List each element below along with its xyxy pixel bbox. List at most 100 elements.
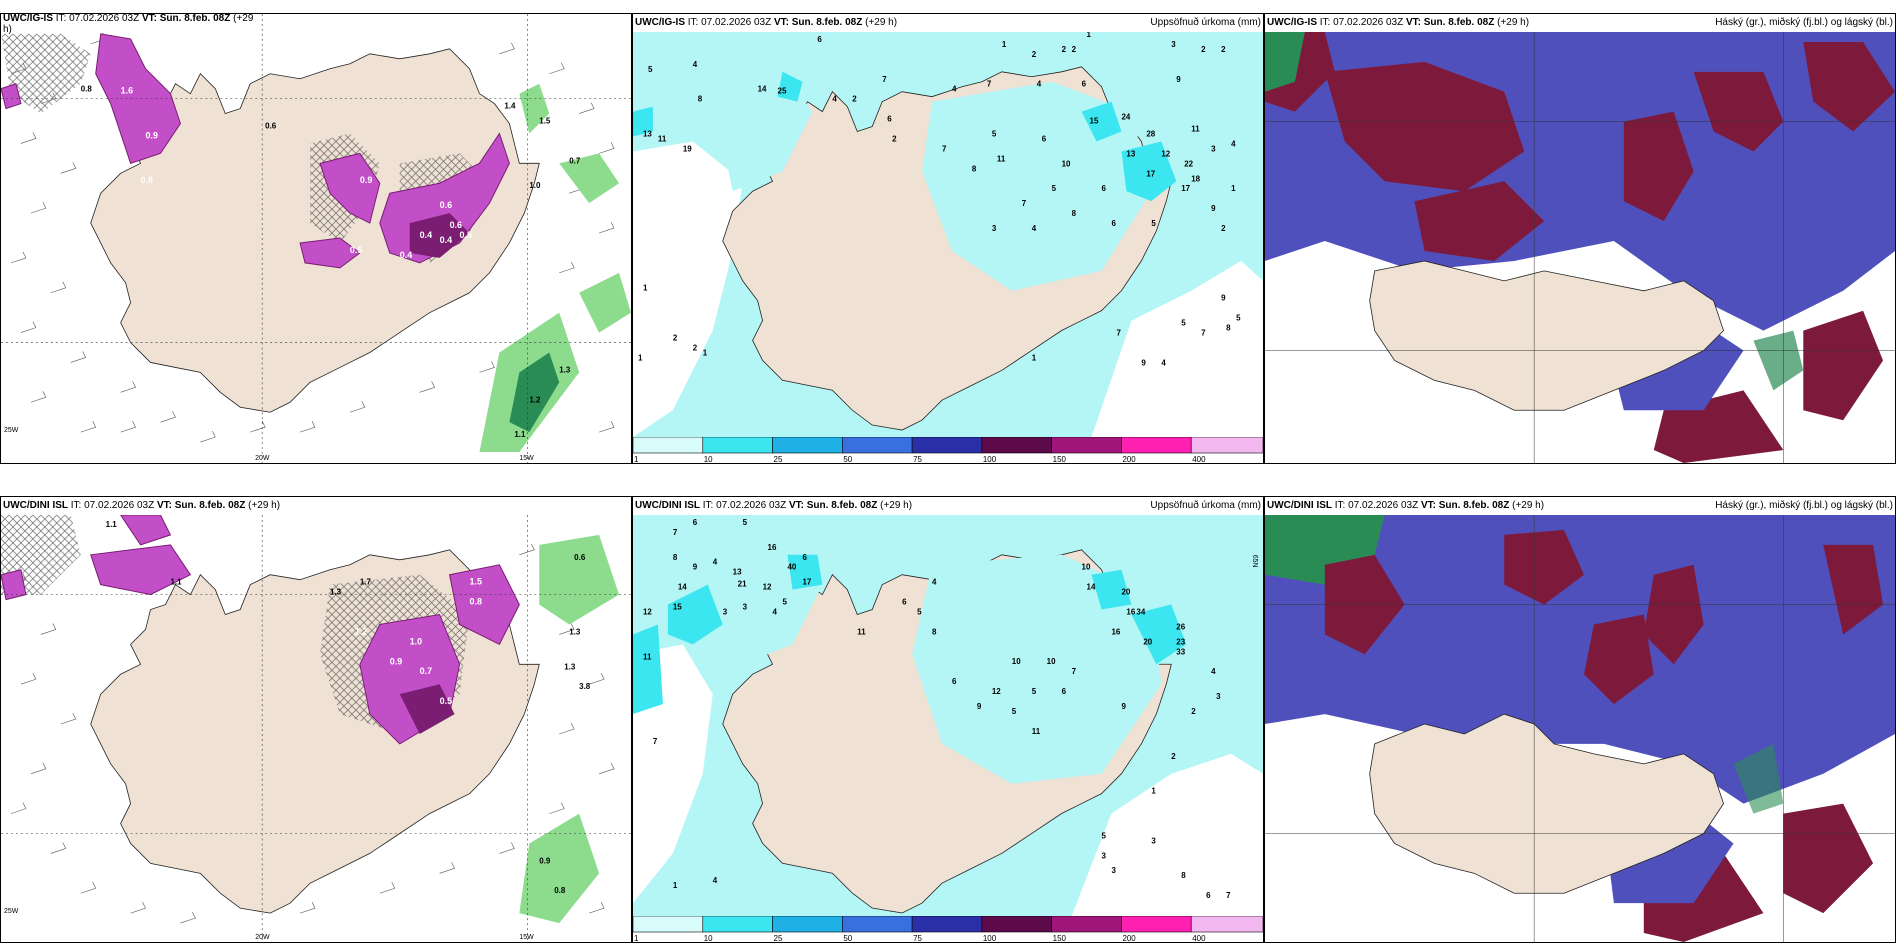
value-label: 1.2: [529, 395, 541, 404]
value-label: 22: [1184, 159, 1193, 168]
header-variable: Uppsöfnuð úrkoma (mm): [1150, 17, 1261, 28]
value-label: 6: [1102, 184, 1107, 193]
value-label: 1: [1231, 184, 1236, 193]
value-label: 0.6: [440, 200, 452, 210]
value-label: 14: [678, 583, 687, 592]
legend-tick: 150: [1053, 934, 1067, 942]
value-label: 0.9: [146, 130, 158, 140]
value-label: 9: [1211, 204, 1216, 213]
legend-tick: 10: [704, 455, 713, 463]
value-label: 0.5: [440, 696, 452, 706]
iceland-landmass: [90, 48, 540, 413]
legend-tick: 100: [983, 455, 997, 463]
value-label: 8: [972, 164, 977, 173]
value-label: 4: [1037, 80, 1042, 89]
value-label: 8: [673, 553, 678, 562]
value-label: 6: [887, 115, 892, 124]
value-label: 26: [1176, 622, 1185, 631]
value-label: 15: [673, 603, 682, 612]
value-label: 12: [763, 583, 772, 592]
value-label: 5: [1012, 707, 1017, 716]
value-label: 1: [1002, 40, 1007, 49]
value-label: 0.8: [81, 85, 93, 94]
value-label: 3: [1151, 836, 1156, 845]
panel-header: UWC/DINI ISL IT: 07.02.2026 03Z VT: Sun.…: [1, 497, 631, 515]
value-label: 33: [1176, 647, 1185, 656]
map[interactable]: 1.1 0.6 1.7 1.3 1.2 1.3 0.9 1.0 0.7 0.5 …: [1, 515, 631, 942]
precip-legend: 1 10 25 50 75 100 150 200 400: [633, 916, 1263, 942]
header-title: UWC/DINI ISL IT: 07.02.2026 03Z VT: Sun.…: [635, 500, 913, 511]
value-label: 8: [932, 627, 937, 636]
legend-tick: 200: [1122, 455, 1136, 463]
value-label: 6: [952, 677, 957, 686]
value-label: 1: [1032, 353, 1037, 362]
panel-clouds-ig-is: UWC/IG-IS IT: 07.02.2026 03Z VT: Sun. 8.…: [1264, 13, 1896, 464]
value-label: 4: [832, 95, 837, 104]
value-label: 4: [1161, 358, 1166, 367]
value-label: 0.6: [265, 121, 277, 130]
value-label: 5: [1032, 687, 1037, 696]
value-label: 0.7: [569, 156, 581, 165]
value-label: 5: [1151, 219, 1156, 228]
value-label: 5: [992, 129, 997, 138]
value-label: 20: [1121, 588, 1130, 597]
map[interactable]: 6 5 7 8 9 4 12 14 15 16 40 17 13 21 12 1…: [633, 515, 1263, 916]
map[interactable]: 6 5 4 8 14 25 13 11 19 7 4 1 6 4 2 2 2 7…: [633, 32, 1263, 437]
snow-depth-labels: 0.8 1.6 0.6 0.9 1.4 1.5 0.8 0.9 1.0 0.6 …: [81, 85, 581, 439]
lon-label: 15W: [519, 455, 534, 462]
value-label: 4: [1211, 667, 1216, 676]
value-label: 3: [1211, 144, 1216, 153]
value-label: 17: [1146, 169, 1155, 178]
value-label: 8: [698, 95, 703, 104]
value-label: 13: [1126, 149, 1135, 158]
map[interactable]: 0.8 1.6 0.6 0.9 1.4 1.5 0.8 0.9 1.0 0.6 …: [1, 14, 631, 463]
value-label: 5: [783, 598, 788, 607]
value-label: 1.4: [504, 102, 516, 111]
map-canvas: 1.1 0.6 1.7 1.3 1.2 1.3 0.9 1.0 0.7 0.5 …: [1, 515, 631, 942]
value-label: 1.1: [106, 520, 118, 529]
lat-label: 65N: [1251, 555, 1258, 568]
value-label: 8: [1072, 209, 1077, 218]
legend-tick: 25: [774, 455, 783, 463]
value-label: 7: [1022, 199, 1027, 208]
value-label: 9: [1141, 358, 1146, 367]
map[interactable]: [1265, 515, 1895, 942]
value-label: 1.0: [529, 181, 541, 190]
value-label: 2: [1201, 45, 1206, 54]
value-label: 6: [802, 553, 807, 562]
value-label: 0.4: [400, 250, 412, 260]
legend-tick: 100: [983, 934, 997, 942]
value-label: 7: [942, 144, 947, 153]
value-label: 6: [1206, 891, 1211, 900]
value-label: 23: [1176, 637, 1185, 646]
value-label: 0.8: [470, 597, 482, 607]
value-label: 7: [1226, 891, 1231, 900]
value-label: 13: [733, 568, 742, 577]
value-label: 3: [1216, 692, 1221, 701]
value-label: 1.0: [410, 636, 422, 646]
legend-tick: 75: [913, 455, 922, 463]
value-label: 13: [643, 129, 652, 138]
value-label: 24: [1121, 113, 1130, 122]
map[interactable]: [1265, 32, 1895, 463]
value-label: 9: [693, 563, 698, 572]
iceland-landmass: [1369, 713, 1724, 894]
value-label: 7: [1116, 329, 1121, 338]
legend-tick: 10: [704, 934, 713, 942]
legend-tick: 400: [1192, 455, 1206, 463]
panel-header: UWC/DINI ISL IT: 07.02.2026 03Z VT: Sun.…: [633, 497, 1263, 515]
panel-precip-dini: UWC/DINI ISL IT: 07.02.2026 03Z VT: Sun.…: [632, 496, 1264, 943]
value-label: 6: [902, 598, 907, 607]
value-label: 2: [673, 333, 678, 342]
value-label: 1: [638, 353, 643, 362]
value-label: 5: [1052, 184, 1057, 193]
legend-tick: 25: [774, 934, 783, 942]
precip-labels: 6 5 4 8 14 25 13 11 19 7 4 1 6 4 2 2 2 7…: [638, 32, 1241, 367]
value-label: 14: [758, 85, 767, 94]
value-label: 2: [1032, 50, 1037, 59]
legend-tick: 75: [913, 934, 922, 942]
value-label: 17: [1181, 184, 1190, 193]
axis-labels: 20W 15W 25W: [4, 908, 534, 941]
panel-clouds-dini: UWC/DINI ISL IT: 07.02.2026 03Z VT: Sun.…: [1264, 496, 1896, 943]
value-label: 25: [778, 87, 787, 96]
